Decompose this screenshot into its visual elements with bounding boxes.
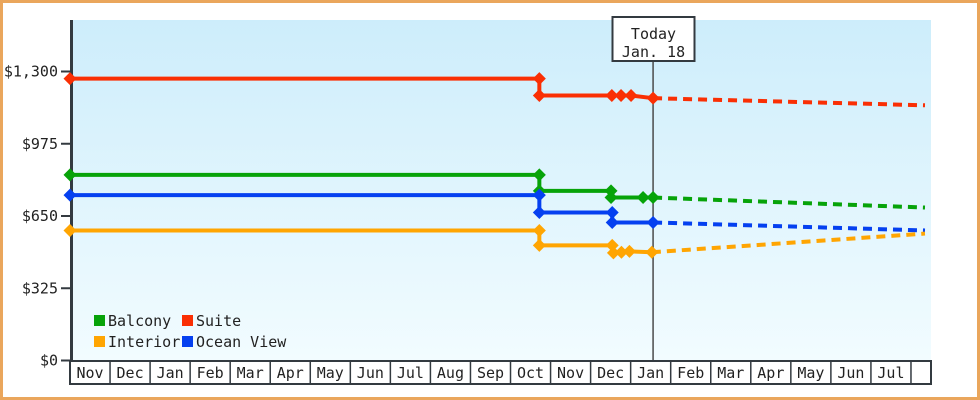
price-point-interior xyxy=(532,238,546,252)
series-lines xyxy=(63,72,926,260)
price-point-interior xyxy=(614,245,628,259)
legend: Balcony Suite Interior Ocean View xyxy=(94,312,287,351)
month-label: Jan xyxy=(157,364,184,382)
price-point-suite xyxy=(532,89,546,103)
legend-label-balcony: Balcony xyxy=(108,312,171,330)
price-point-balcony xyxy=(532,168,546,182)
price-point-interior xyxy=(606,246,620,260)
today-label-box: Today Jan. 18 xyxy=(611,16,696,62)
month-label: Dec xyxy=(117,364,144,382)
price-point-ocean-view xyxy=(532,188,546,202)
month-strip xyxy=(69,360,932,385)
price-point-ocean-view xyxy=(63,188,77,202)
legend-label-ocean-view: Ocean View xyxy=(196,333,287,351)
price-point-interior xyxy=(532,223,546,237)
month-label: May xyxy=(317,364,344,382)
axes: $0 $325 $650 $975 $1,300 xyxy=(4,20,73,370)
y-tick-label: $650 xyxy=(22,207,58,225)
month-label: Feb xyxy=(677,364,704,382)
price-point-balcony xyxy=(604,184,618,198)
today-box xyxy=(611,16,696,62)
month-label: Mar xyxy=(717,364,744,382)
series-interior xyxy=(63,223,926,260)
price-point-interior xyxy=(645,245,659,259)
price-point-balcony xyxy=(604,191,618,205)
price-point-balcony xyxy=(646,191,660,205)
month-label: Mar xyxy=(237,364,264,382)
legend-label-interior: Interior xyxy=(108,333,180,351)
month-label: Jul xyxy=(877,364,904,382)
month-label: Jun xyxy=(837,364,864,382)
today-date-label: Jan. 18 xyxy=(622,43,685,61)
legend-swatch-interior xyxy=(94,336,105,347)
forecast-line-balcony xyxy=(653,195,926,210)
price-point-suite xyxy=(646,91,660,105)
month-label: Sep xyxy=(477,364,504,382)
month-label: Jun xyxy=(357,364,384,382)
price-point-ocean-view xyxy=(605,205,619,219)
plot-area xyxy=(70,20,931,361)
month-label: Oct xyxy=(517,364,544,382)
history-line-ocean-view xyxy=(70,193,654,225)
legend-swatch-suite xyxy=(182,315,193,326)
month-label: Jul xyxy=(397,364,424,382)
price-point-ocean-view xyxy=(605,215,619,229)
price-point-suite xyxy=(63,72,77,86)
legend-label-suite: Suite xyxy=(196,312,241,330)
price-point-suite xyxy=(624,89,638,103)
price-point-balcony xyxy=(63,168,77,182)
price-point-suite xyxy=(532,72,546,86)
series-suite xyxy=(63,72,926,108)
month-label: Nov xyxy=(557,364,584,382)
month-label: Apr xyxy=(277,364,304,382)
month-label: Nov xyxy=(76,364,103,382)
y-tick-label: $325 xyxy=(22,279,58,297)
legend-swatch-balcony xyxy=(94,315,105,326)
price-point-ocean-view xyxy=(532,205,546,219)
y-tick-label: $1,300 xyxy=(4,63,58,81)
series-ocean-view xyxy=(63,188,926,233)
month-label: Jan xyxy=(637,364,664,382)
price-point-interior xyxy=(622,244,636,258)
month-label: Feb xyxy=(197,364,224,382)
forecast-line-interior xyxy=(651,231,926,255)
plot-background xyxy=(70,20,931,361)
month-axis: Nov Dec Jan Feb Mar Apr May Jun Jul Aug Sep Oct Nov D… xyxy=(69,360,932,385)
month-label: Apr xyxy=(757,364,784,382)
month-label: Aug xyxy=(437,364,464,382)
forecast-line-ocean-view xyxy=(653,220,926,233)
forecast-line-suite xyxy=(653,96,926,108)
price-point-suite xyxy=(605,89,619,103)
y-tick-label: $0 xyxy=(40,352,58,370)
price-point-balcony xyxy=(636,191,650,205)
month-label: May xyxy=(797,364,824,382)
price-point-suite xyxy=(614,89,628,103)
legend-swatch-ocean-view xyxy=(182,336,193,347)
price-point-ocean-view xyxy=(646,215,660,229)
y-tick-label: $975 xyxy=(22,135,58,153)
price-point-interior xyxy=(63,223,77,237)
month-label: Dec xyxy=(597,364,624,382)
today-label: Today xyxy=(631,25,676,43)
